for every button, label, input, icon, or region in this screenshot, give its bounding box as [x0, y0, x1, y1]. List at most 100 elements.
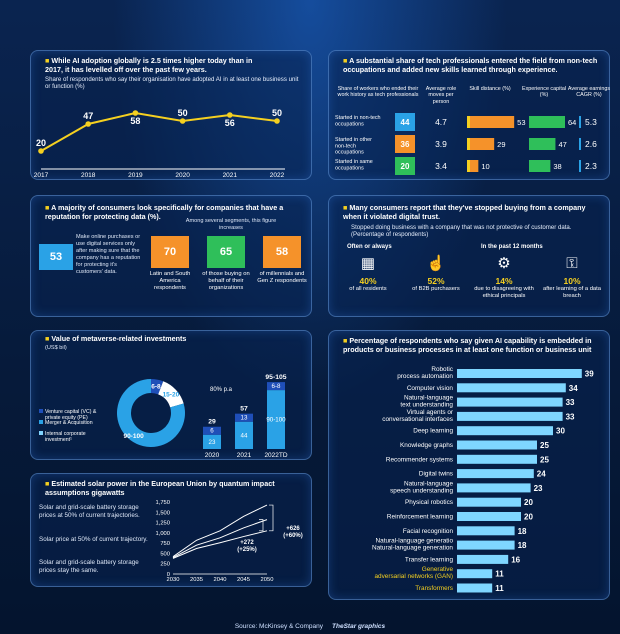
panel-ai-adoption: ■ While AI adoption globally is 2.5 time…	[30, 50, 312, 180]
skill-bar	[470, 116, 515, 128]
panel-digital-trust: ■ Many consumers report that they've sto…	[328, 195, 610, 317]
panel-subtitle: Stopped doing business with a company th…	[351, 224, 572, 239]
y-tick-label: 0	[167, 572, 170, 578]
row-label: Started in same occupations	[335, 159, 373, 171]
bar-category-label: Recommender systems	[386, 456, 453, 463]
stat-value: 52%	[427, 276, 445, 286]
capability-bar	[457, 369, 582, 378]
skill-bar	[470, 160, 479, 172]
gears-icon: ⚙	[497, 255, 511, 272]
bar-value-label: 20	[524, 513, 533, 522]
bar-internal	[235, 421, 253, 449]
donut-slice	[151, 379, 164, 395]
annotation-60: +626	[286, 526, 300, 532]
col-header-cagr: Average earnings CAGR (%)	[567, 86, 611, 99]
data-point	[85, 121, 91, 127]
solar-line-label-1: Solar and grid-scale battery storage pri…	[39, 504, 140, 519]
solar-line-label-2: Solar price at 50% of current trajectory…	[39, 536, 148, 543]
touch-icon: ☝	[426, 255, 446, 272]
y-tick-label: 1,750	[155, 500, 170, 506]
panel-solar: ■ Estimated solar power in the European …	[30, 473, 312, 587]
capability-bar	[457, 512, 521, 521]
segment-item: 65 of those buying on behalf of their org…	[199, 236, 253, 292]
stat-item: ⚿ 10% after learning of a data breach	[539, 254, 605, 300]
growth-label: 80% p.a	[210, 387, 233, 393]
skill-tick	[467, 116, 470, 128]
stat-item: ▦ 40% of all residents	[335, 254, 401, 293]
segment-item: 58 of millennials and Gen Z respondents	[255, 236, 309, 285]
capability-bar	[457, 454, 537, 464]
bar-category-label: Natural-language	[404, 395, 453, 402]
bar-category-label: Digital twins	[419, 471, 453, 478]
row-label: Started in other non-tech occupations	[335, 137, 372, 156]
panel-title: ■ Estimated solar power in the European …	[45, 479, 275, 497]
footer: Source: McKinsey & Company TheStar graph…	[0, 623, 620, 630]
main-value: 53	[49, 251, 63, 263]
segment-value: 70	[151, 236, 189, 268]
capability-bar	[457, 397, 563, 407]
bar-value-label: 33	[566, 412, 575, 421]
data-label: 47	[83, 111, 93, 121]
bar-internal-label: 44	[241, 432, 248, 439]
capability-bar	[457, 554, 509, 564]
solar-line	[172, 504, 268, 558]
x-tick-label: 2019	[128, 172, 143, 179]
panel-title: ■ Percentage of respondents who say give…	[343, 336, 592, 354]
bar-category-label: Facial recognition	[403, 528, 454, 535]
bar-value-label: 25	[540, 441, 549, 450]
capability-bar	[457, 540, 515, 550]
segments-row: 70 Latin and South America respondents 65 o…	[143, 236, 313, 316]
x-tick-label: 2018	[81, 172, 96, 179]
x-tick-label: 2020	[175, 172, 190, 179]
bar-value-label: 25	[540, 455, 549, 464]
x-tick-label: 2022TD	[264, 452, 287, 459]
experience-value: 64	[568, 118, 576, 127]
cagr-tick	[579, 160, 581, 172]
bar-total-label: 95-105	[265, 374, 286, 381]
stat-value: 40%	[359, 276, 377, 286]
stat-item: ⚙ 14% due to disagreeing with ethical prin…	[471, 254, 537, 300]
data-point	[179, 118, 186, 124]
stat-label: due to disagreeing with ethical principa…	[474, 286, 534, 299]
often-label: Often or always	[347, 244, 392, 250]
data-label: 56	[225, 118, 235, 128]
bar-internal	[267, 390, 285, 449]
x-tick-label: 2050	[261, 577, 274, 583]
segment-label: Latin and South America respondents	[149, 271, 191, 291]
data-label: 20	[36, 138, 46, 148]
bar-value-label: 20	[524, 498, 533, 507]
solar-line-label-3: Solar and grid-scale battery storage pri…	[39, 559, 139, 574]
skill-value: 10	[481, 162, 489, 171]
col-header-share: Share of workers who ended their work hi…	[337, 86, 419, 99]
y-tick-label: 1,500	[155, 510, 170, 516]
bar-category-label: Reinforcement learning	[387, 514, 454, 521]
x-tick-label: 2030	[167, 577, 180, 583]
data-label: 50	[178, 108, 188, 118]
segment-label: of millennials and Gen Z respondents	[257, 271, 307, 284]
stat-label: of all residents	[349, 286, 387, 292]
share-box	[395, 157, 415, 175]
bar-value-label: 18	[518, 527, 527, 536]
capability-bar	[457, 497, 521, 507]
legend-swatch	[39, 409, 43, 413]
bar-value-label: 24	[537, 470, 546, 479]
share-box	[395, 135, 415, 153]
panel-ai-capability: ■ Percentage of respondents who say give…	[328, 330, 610, 600]
bar-vc-label: 6-8	[272, 383, 282, 390]
bar-total-label: 29	[208, 419, 216, 426]
experience-bar	[529, 160, 551, 172]
experience-bar	[529, 138, 556, 150]
bar-vc	[235, 413, 253, 422]
panel-data-reputation: ■ A majority of consumers look specifica…	[30, 195, 312, 317]
capability-bar	[457, 383, 566, 393]
legend-label: Venture capital (VC) & private equity (PE…	[45, 409, 97, 421]
x-tick-label: 2020	[205, 452, 220, 459]
stat-item: ☝ 52% of B2B purchasers	[403, 254, 469, 293]
data-label: 58	[130, 116, 140, 126]
bar-value-label: 33	[566, 398, 575, 407]
capability-bar	[457, 483, 531, 493]
annotation-25: +272	[240, 540, 254, 546]
bar-category-label-cont: process automation	[397, 373, 453, 380]
capability-bar	[457, 583, 493, 593]
